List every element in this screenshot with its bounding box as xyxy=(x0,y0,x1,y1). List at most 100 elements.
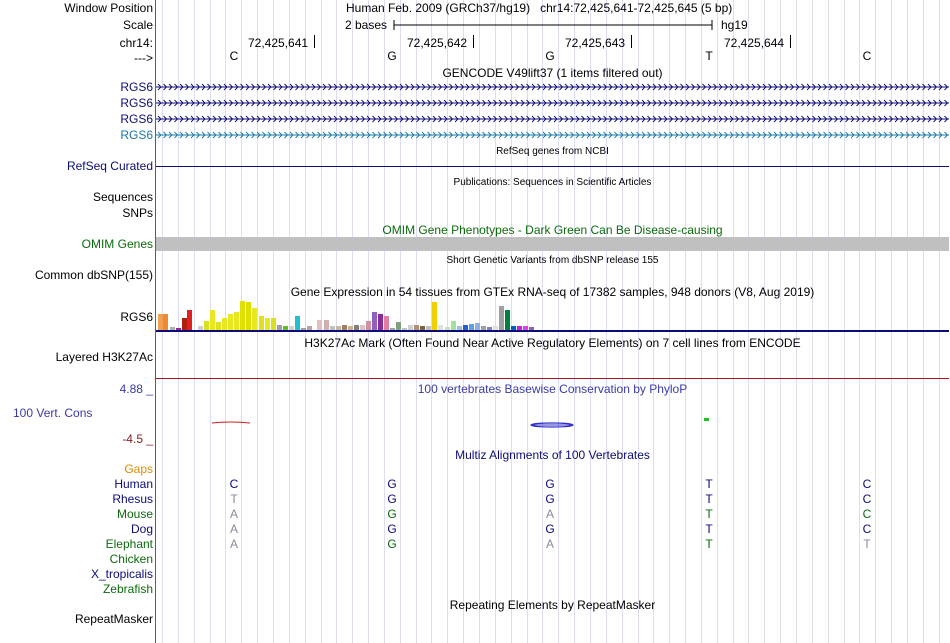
gtex-tissue-bar[interactable] xyxy=(390,328,395,330)
gtex-tissue-bar[interactable] xyxy=(246,302,251,330)
gtex-tissue-bar[interactable] xyxy=(523,326,528,330)
gtex-tissue-bar[interactable] xyxy=(289,326,294,330)
gtex-tissue-bar[interactable] xyxy=(158,314,163,330)
gencode-gene-label[interactable]: RGS6 xyxy=(120,112,153,126)
species-label[interactable]: Elephant xyxy=(105,537,153,551)
species-label[interactable]: Zebrafish xyxy=(102,582,153,596)
gtex-tissue-bar[interactable] xyxy=(317,320,322,330)
repeatmasker-track-label[interactable]: RepeatMasker xyxy=(74,612,153,626)
gtex-tissue-bar[interactable] xyxy=(408,325,413,330)
species-label[interactable]: X_tropicalis xyxy=(90,567,153,581)
gencode-transcripts[interactable] xyxy=(156,80,949,144)
gtex-tissue-bar[interactable] xyxy=(366,321,371,330)
gtex-tissue-bar[interactable] xyxy=(324,320,329,330)
gtex-tissue-bar[interactable] xyxy=(271,318,276,330)
gencode-gene-label[interactable]: RGS6 xyxy=(120,128,153,142)
refseq-track-label[interactable]: RefSeq Curated xyxy=(66,159,153,173)
gtex-tissue-bar[interactable] xyxy=(463,325,468,330)
gtex-expression-bars[interactable] xyxy=(156,298,556,330)
gtex-tissue-bar[interactable] xyxy=(402,328,407,330)
gtex-tissue-bar[interactable] xyxy=(493,326,498,330)
omim-track-title[interactable]: OMIM Gene Phenotypes - Dark Green Can Be… xyxy=(382,223,723,237)
gtex-tissue-bar[interactable] xyxy=(277,325,282,330)
refseq-gene-line[interactable] xyxy=(156,166,949,167)
gtex-tissue-bar[interactable] xyxy=(210,310,215,330)
gtex-tissue-bar[interactable] xyxy=(438,325,443,330)
species-label[interactable]: Dog xyxy=(130,522,153,536)
omim-track-label[interactable]: OMIM Genes xyxy=(81,237,153,251)
dbsnp-track-label[interactable]: Common dbSNP(155) xyxy=(34,268,153,282)
gencode-gene-label[interactable]: RGS6 xyxy=(120,80,153,94)
gtex-tissue-bar[interactable] xyxy=(204,321,209,330)
gtex-track-title[interactable]: Gene Expression in 54 tissues from GTEx … xyxy=(290,285,815,299)
gtex-tissue-bar[interactable] xyxy=(457,326,462,330)
species-label[interactable]: Chicken xyxy=(109,552,153,566)
publications-sequences-label[interactable]: Sequences xyxy=(92,190,153,204)
gencode-transcript[interactable] xyxy=(156,131,949,139)
gtex-tissue-bar[interactable] xyxy=(354,325,359,330)
gtex-tissue-bar[interactable] xyxy=(330,326,335,330)
gtex-track-label[interactable]: RGS6 xyxy=(120,310,153,324)
gtex-tissue-bar[interactable] xyxy=(182,318,187,330)
gtex-tissue-bar[interactable] xyxy=(384,316,389,330)
gtex-tissue-bar[interactable] xyxy=(265,318,270,330)
gtex-tissue-bar[interactable] xyxy=(222,318,227,330)
gtex-tissue-bar[interactable] xyxy=(505,310,510,330)
gtex-tissue-bar[interactable] xyxy=(216,322,221,330)
gtex-tissue-bar[interactable] xyxy=(259,316,264,330)
gtex-tissue-bar[interactable] xyxy=(348,326,353,330)
gtex-tissue-bar[interactable] xyxy=(487,327,492,330)
multiz-track-title[interactable]: Multiz Alignments of 100 Vertebrates xyxy=(455,448,650,462)
gtex-tissue-bar[interactable] xyxy=(372,312,377,330)
species-label[interactable]: Mouse xyxy=(116,507,153,521)
h3k27ac-track-title[interactable]: H3K27Ac Mark (Often Found Near Active Re… xyxy=(304,336,801,350)
gtex-tissue-bar[interactable] xyxy=(176,328,181,330)
gencode-transcript[interactable] xyxy=(156,99,949,107)
gencode-transcript[interactable] xyxy=(156,83,949,91)
gtex-tissue-bar[interactable] xyxy=(252,308,257,330)
gtex-tissue-bar[interactable] xyxy=(295,316,300,330)
gtex-tissue-bar[interactable] xyxy=(426,326,431,330)
publications-track-title[interactable]: Publications: Sequences in Scientific Ar… xyxy=(453,177,652,188)
gtex-tissue-bar[interactable] xyxy=(396,322,401,330)
species-label[interactable]: Human xyxy=(114,477,153,491)
gtex-tissue-bar[interactable] xyxy=(360,325,365,330)
h3k27ac-track-label[interactable]: Layered H3K27Ac xyxy=(55,350,153,364)
gtex-tissue-bar[interactable] xyxy=(283,326,288,330)
gtex-tissue-bar[interactable] xyxy=(307,326,312,330)
gtex-tissue-bar[interactable] xyxy=(187,310,192,330)
gtex-tissue-bar[interactable] xyxy=(529,327,534,330)
repeatmasker-track-title[interactable]: Repeating Elements by RepeatMasker xyxy=(449,598,656,612)
gtex-tissue-bar[interactable] xyxy=(475,323,480,330)
gtex-tissue-bar[interactable] xyxy=(170,327,175,330)
gtex-tissue-bar[interactable] xyxy=(234,312,239,330)
gtex-tissue-bar[interactable] xyxy=(517,326,522,330)
gtex-tissue-bar[interactable] xyxy=(301,328,306,330)
species-label[interactable]: Rhesus xyxy=(112,492,153,506)
gtex-tissue-bar[interactable] xyxy=(163,314,168,330)
gtex-tissue-bar[interactable] xyxy=(378,314,383,330)
gtex-tissue-bar[interactable] xyxy=(511,326,516,330)
dbsnp-track-title[interactable]: Short Genetic Variants from dbSNP releas… xyxy=(446,255,659,266)
gtex-tissue-bar[interactable] xyxy=(342,325,347,330)
gtex-tissue-bar[interactable] xyxy=(414,325,419,330)
gtex-tissue-bar[interactable] xyxy=(445,327,450,330)
gencode-track-title[interactable]: GENCODE V49lift37 (1 items filtered out) xyxy=(442,66,663,80)
gtex-tissue-bar[interactable] xyxy=(336,326,341,330)
gtex-tissue-bar[interactable] xyxy=(499,306,504,330)
gtex-tissue-bar[interactable] xyxy=(451,321,456,330)
gtex-tissue-bar[interactable] xyxy=(240,301,245,330)
gtex-tissue-bar[interactable] xyxy=(469,324,474,330)
gtex-tissue-bar[interactable] xyxy=(432,302,437,330)
gtex-tissue-bar[interactable] xyxy=(420,326,425,330)
gencode-gene-label[interactable]: RGS6 xyxy=(120,96,153,110)
publications-snps-label[interactable]: SNPs xyxy=(122,206,153,220)
omim-gene-bar[interactable] xyxy=(156,237,949,251)
gtex-tissue-bar[interactable] xyxy=(228,314,233,330)
gtex-tissue-bar[interactable] xyxy=(481,326,486,330)
conservation-track-label[interactable]: 100 Vert. Cons xyxy=(13,406,93,420)
conservation-plot[interactable] xyxy=(156,414,949,434)
gtex-tissue-bar[interactable] xyxy=(198,326,203,330)
refseq-track-title[interactable]: RefSeq genes from NCBI xyxy=(496,146,609,157)
conservation-track-title[interactable]: 100 vertebrates Basewise Conservation by… xyxy=(417,382,688,396)
